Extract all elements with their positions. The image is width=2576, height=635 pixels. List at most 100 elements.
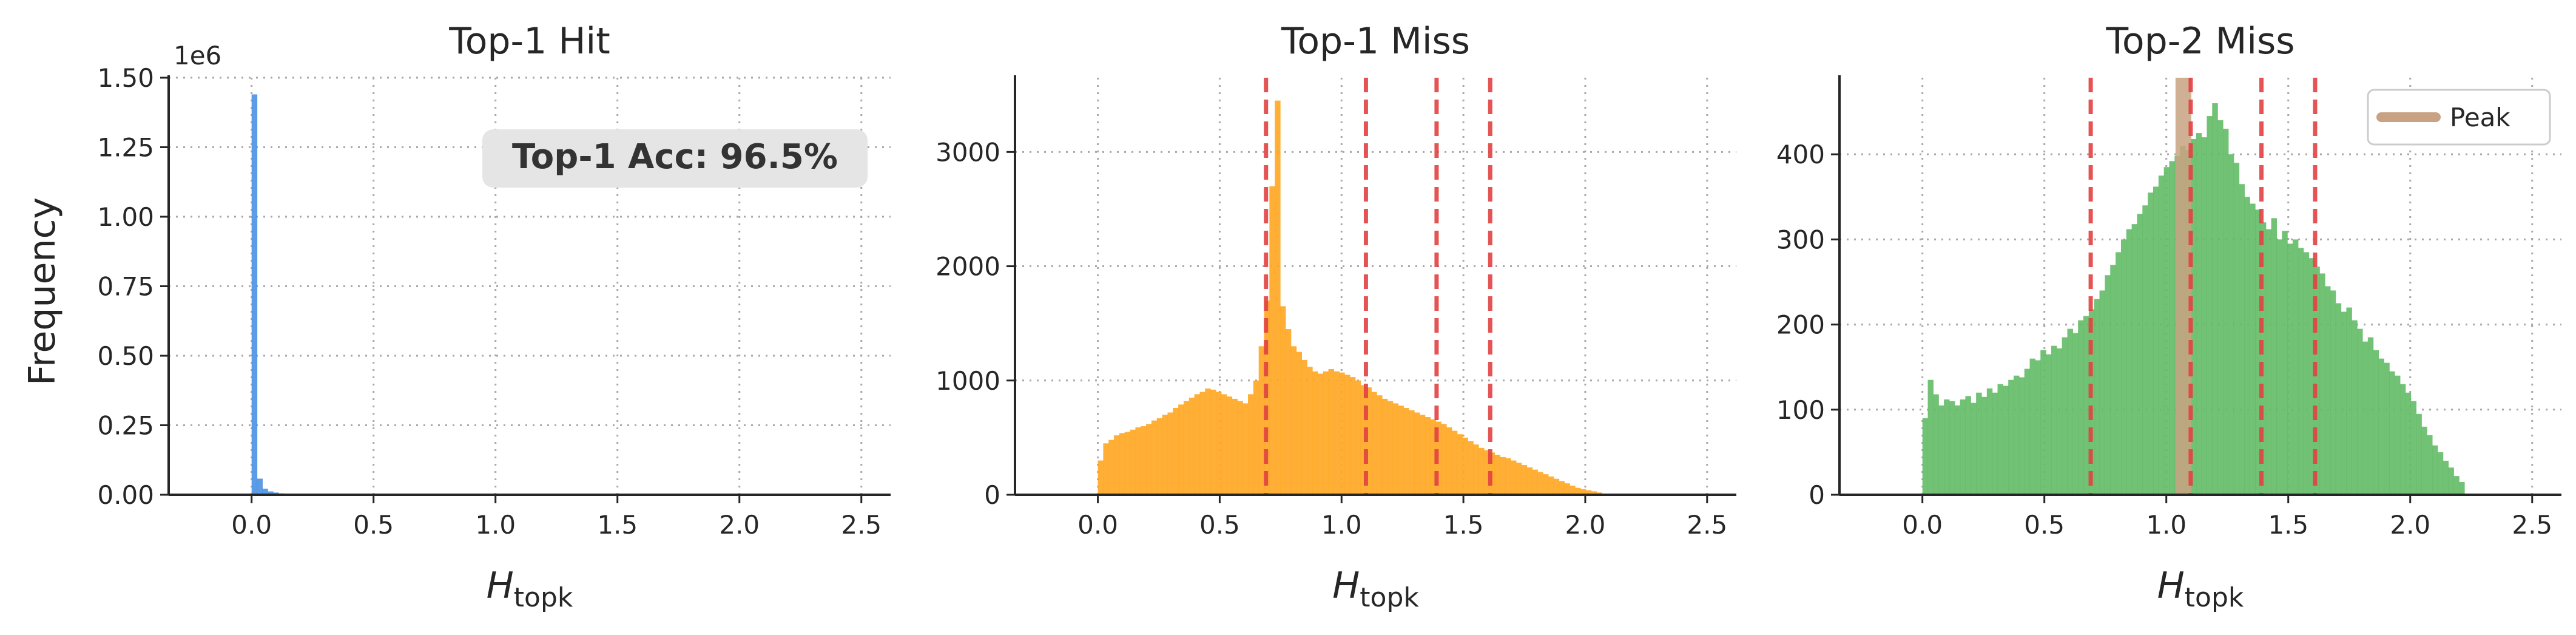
histogram-bar	[2373, 350, 2379, 495]
x-axis-label-subscript: topk	[1360, 582, 1419, 613]
x-axis-label: Htopk	[487, 565, 573, 613]
histogram-bar	[1205, 388, 1211, 495]
histogram-bar	[1269, 186, 1275, 495]
histogram-bar	[2029, 358, 2036, 495]
histogram-bar	[1430, 419, 1436, 495]
histogram-bar	[1532, 469, 1538, 495]
histogram-bar	[2239, 184, 2245, 495]
y-tick-label: 0.75	[97, 272, 154, 302]
histogram-bar	[1253, 380, 1259, 495]
histogram-bar	[1237, 401, 1243, 495]
histogram-bar	[2421, 426, 2427, 495]
histogram-bar	[2287, 243, 2293, 495]
histogram-bar	[2335, 303, 2342, 495]
x-tick-label: 1.5	[2268, 510, 2308, 540]
histogram-bar	[2163, 167, 2170, 495]
histogram-bar	[2110, 265, 2116, 495]
histogram-bar	[2308, 258, 2315, 495]
legend-box	[2367, 89, 2551, 146]
histogram-bar	[2131, 224, 2138, 495]
histogram-bar	[2212, 103, 2218, 495]
histogram-bar	[2116, 252, 2122, 495]
y-tick-label: 300	[1776, 225, 1825, 254]
histogram-bar	[1135, 427, 1141, 495]
histogram-bar	[1334, 371, 1340, 495]
y-tick-label: 0	[1809, 480, 1825, 510]
histogram-bar	[2148, 192, 2154, 495]
x-tick-label: 0.5	[2024, 510, 2065, 540]
histogram-bar	[1173, 407, 1179, 495]
histogram-bar	[2153, 186, 2159, 495]
histogram-bar	[2088, 309, 2095, 495]
histogram-bar	[2437, 452, 2444, 495]
histogram-bar	[2352, 320, 2358, 495]
histogram-bar	[1564, 483, 1570, 495]
histogram-bar	[1505, 458, 1511, 495]
histogram-bar	[1543, 474, 1549, 495]
histogram-bar	[1124, 432, 1131, 495]
histogram-bar	[1307, 367, 1313, 495]
histogram-bar	[2362, 341, 2369, 495]
histogram-bar	[1232, 398, 1238, 495]
histogram-bar	[2083, 316, 2089, 495]
histogram-bar	[1317, 373, 1324, 495]
histogram-bar	[1511, 460, 1517, 495]
histogram-bar	[1377, 395, 1383, 495]
histogram-bar	[1949, 401, 1955, 495]
histogram-bar	[2443, 460, 2449, 495]
histogram-bar	[2389, 371, 2395, 495]
histogram-bar	[2298, 248, 2304, 495]
x-axis-label-subscript: topk	[514, 582, 573, 613]
histogram-bar	[2378, 358, 2384, 495]
histogram-bar	[1500, 457, 1506, 495]
histogram-bar	[2276, 239, 2282, 495]
subplot-title: Top-1 Miss	[1281, 20, 1470, 63]
subplot-3: 0.0 0.5 1.0 1.5 2.0 2.5 0 100 200 300 400 Top-2 Mis…	[1776, 20, 2561, 613]
x-axis-label-subscript: topk	[2185, 582, 2244, 613]
histogram-bar	[1328, 368, 1335, 495]
y-tick-label: 100	[1776, 395, 1825, 425]
x-axis-label: Htopk	[1332, 565, 1419, 613]
histogram-bar	[2190, 138, 2197, 495]
histogram-bar	[2008, 379, 2014, 495]
histogram-bar	[1954, 405, 1961, 495]
histogram-bar	[1570, 485, 1576, 495]
histogram-bar	[1473, 444, 1479, 495]
shared-ylabel: Frequency	[21, 197, 64, 385]
histogram-bar	[1183, 401, 1190, 495]
x-axis-label-main: H	[487, 565, 514, 607]
histogram-bar	[257, 478, 263, 495]
histogram-bar	[1992, 392, 1998, 495]
histogram-bar	[1349, 377, 1356, 495]
histogram-bar	[1944, 399, 1950, 495]
histogram-bar	[1108, 440, 1114, 495]
y-tick-label: 2000	[936, 252, 1000, 282]
histogram-bar	[1927, 379, 1934, 495]
histogram-bar	[1976, 392, 1982, 495]
histogram-bar	[2416, 413, 2422, 495]
y-tick-label: 0.00	[97, 480, 154, 510]
histogram-bar	[2244, 197, 2250, 495]
histogram-bar	[2228, 154, 2234, 495]
y-tick-label: 1.00	[97, 202, 154, 232]
histogram-bar	[2330, 290, 2336, 495]
y-tick-label: 1000	[936, 366, 1000, 396]
histogram-bar	[1290, 346, 1297, 495]
histogram-bar	[1986, 388, 1993, 495]
histogram-bar	[2265, 229, 2272, 495]
histogram-bar	[2453, 476, 2460, 495]
subplot-title: Top-2 Miss	[2105, 20, 2294, 63]
x-tick-label: 2.5	[841, 510, 882, 540]
x-tick-label: 0.5	[1199, 510, 1240, 540]
histogram-bar	[2035, 360, 2041, 495]
histogram-bar	[1559, 481, 1565, 495]
histogram-bar	[1156, 418, 1163, 495]
histogram-bar	[1922, 418, 1929, 495]
subplot-2: 0.0 0.5 1.0 1.5 2.0 2.5 0 1000 2000 3000 Top-1 Mis…	[936, 20, 1736, 613]
histogram-bar	[1151, 420, 1158, 495]
histogram-bar	[262, 488, 268, 495]
histogram-bar	[1575, 487, 1581, 495]
histogram-bar	[1965, 396, 1971, 495]
histogram-bar	[1366, 387, 1372, 495]
histogram-bar	[1521, 465, 1528, 495]
